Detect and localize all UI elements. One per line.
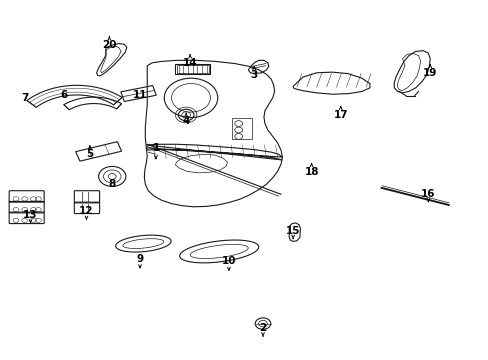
Text: 15: 15 (285, 226, 300, 236)
Text: 1: 1 (152, 143, 159, 153)
Text: 7: 7 (21, 93, 28, 103)
Text: 5: 5 (86, 149, 93, 159)
Text: 18: 18 (304, 167, 318, 177)
Text: 20: 20 (102, 40, 116, 50)
Text: 2: 2 (259, 323, 266, 333)
Text: 13: 13 (23, 210, 38, 220)
Text: 16: 16 (420, 189, 435, 199)
Text: 8: 8 (108, 179, 116, 189)
Text: 4: 4 (182, 116, 189, 126)
Text: 19: 19 (422, 68, 437, 78)
Text: 6: 6 (60, 90, 67, 100)
Text: 17: 17 (333, 110, 347, 120)
Text: 10: 10 (221, 256, 236, 266)
Text: 11: 11 (132, 90, 147, 100)
Text: 3: 3 (250, 69, 257, 80)
Text: 14: 14 (183, 58, 197, 68)
Text: 9: 9 (136, 254, 143, 264)
Text: 12: 12 (79, 206, 94, 216)
